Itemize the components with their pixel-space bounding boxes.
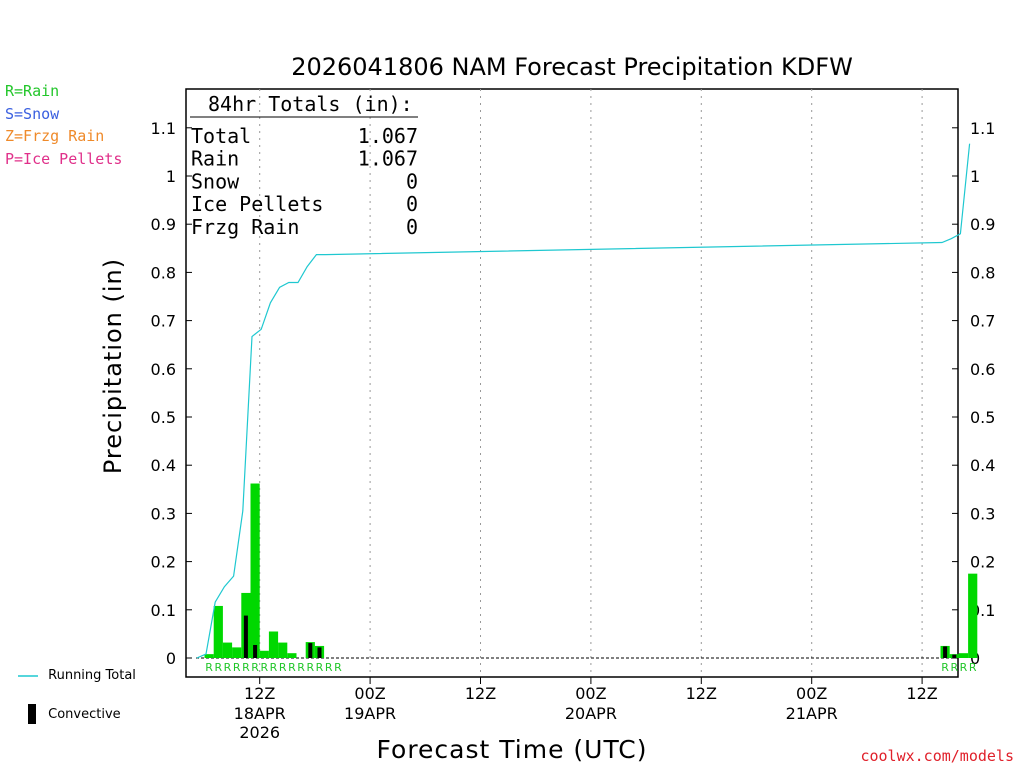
totals-value-3: 0 — [406, 192, 418, 216]
ptype-marker-h9: R — [279, 661, 287, 674]
rain-bar-h3 — [222, 642, 233, 658]
convective-bar-h12 — [308, 643, 313, 658]
y-tick-label-left-11: 1.1 — [151, 119, 176, 138]
totals-label-0: Total — [191, 124, 251, 148]
y-tick-label-left-1: 0.1 — [151, 601, 176, 620]
y-tick-label-right-11: 1.1 — [970, 119, 995, 138]
ptype-marker-h10: R — [288, 661, 296, 674]
rain-bar-h2 — [213, 605, 223, 658]
y-tick-label-right-10: 1 — [970, 167, 980, 186]
rain-bar-h9 — [278, 642, 288, 658]
convective-bar-h82 — [952, 654, 957, 658]
totals-heading: 84hr Totals (in): — [208, 92, 413, 116]
chart-title: 2026041806 NAM Forecast Precipitation KD… — [291, 53, 853, 81]
ptype-marker-h3: R — [224, 661, 232, 674]
ptype-legend-item-2: Z=Frzg Rain — [5, 127, 105, 145]
rain-bar-h6 — [250, 483, 260, 658]
ptype-marker-h82: R — [950, 661, 958, 674]
x-tick-label-6: 12Z — [906, 684, 937, 703]
x-tick-label-3: 00Z — [575, 684, 606, 703]
y-tick-label-left-10: 1 — [166, 167, 176, 186]
y-tick-label-right-6: 0.6 — [970, 360, 995, 379]
x-tick-label-5: 00Z — [796, 684, 827, 703]
y-tick-label-right-0: 0 — [970, 649, 980, 668]
ptype-marker-h5: R — [242, 661, 250, 674]
credit-link[interactable]: coolwx.com/models — [860, 747, 1014, 765]
y-tick-label-left-8: 0.8 — [151, 263, 176, 282]
totals-label-3: Ice Pellets — [191, 192, 323, 216]
y-tick-label-right-4: 0.4 — [970, 456, 995, 475]
x-tick-label-2: 12Z — [465, 684, 496, 703]
y-tick-label-right-9: 0.9 — [970, 215, 995, 234]
convective-bar-h81 — [943, 646, 948, 658]
y-tick-label-left-6: 0.6 — [151, 360, 176, 379]
y-tick-label-right-5: 0.5 — [970, 408, 995, 427]
x-tick-label-1: 00Z — [354, 684, 385, 703]
x-tick-label-4: 12Z — [686, 684, 717, 703]
y-tick-label-right-8: 0.8 — [970, 263, 995, 282]
ptype-marker-h15: R — [334, 661, 342, 674]
running-total-legend: Running Total — [18, 668, 136, 683]
x-tick-label-0: 12Z — [244, 684, 275, 703]
totals-value-4: 0 — [406, 215, 418, 239]
convective-bar-h5 — [243, 615, 248, 658]
convective-bar-h13 — [317, 647, 322, 658]
y-tick-label-left-0: 0 — [166, 649, 176, 668]
ptype-marker-h11: R — [297, 661, 305, 674]
ptype-marker-h84: R — [969, 661, 977, 674]
rain-bar-h83 — [958, 653, 969, 658]
x-tick-date-5: 21APR — [786, 704, 838, 723]
running-total-line — [196, 143, 971, 659]
ptype-marker-h4: R — [233, 661, 241, 674]
totals-value-0: 1.067 — [358, 124, 418, 148]
ptype-marker-h8: R — [270, 661, 278, 674]
y-tick-label-left-5: 0.5 — [151, 408, 176, 427]
x-tick-date-0: 18APR — [234, 704, 286, 723]
ptype-marker-h83: R — [960, 661, 968, 674]
convective-bar-h6 — [253, 644, 258, 658]
rain-bar-h84 — [968, 573, 978, 658]
convective-legend-swatch — [28, 704, 36, 724]
y-tick-label-right-7: 0.7 — [970, 312, 995, 331]
ptype-legend-item-3: P=Ice Pellets — [5, 149, 123, 168]
y-tick-label-left-7: 0.7 — [151, 312, 176, 331]
rain-bar-h4 — [232, 647, 242, 658]
rain-bar-h1 — [204, 654, 214, 658]
x-tick-date-1: 19APR — [344, 704, 396, 723]
totals-value-1: 1.067 — [358, 147, 418, 171]
convective-legend-label: Convective — [48, 706, 121, 722]
rain-bar-h8 — [268, 631, 279, 658]
ptype-marker-h14: R — [325, 661, 333, 674]
totals-label-2: Snow — [191, 169, 240, 193]
running-total-legend-label: Running Total — [48, 668, 136, 683]
totals-label-1: Rain — [191, 147, 239, 171]
y-tick-label-left-2: 0.2 — [151, 553, 176, 572]
plot-frame — [185, 88, 959, 678]
y-tick-label-left-3: 0.3 — [151, 504, 176, 523]
ptype-marker-h13: R — [316, 661, 324, 674]
totals-label-4: Frzg Rain — [191, 215, 299, 239]
x-axis-label: Forecast Time (UTC) — [377, 735, 648, 764]
x-tick-year-0: 2026 — [239, 723, 280, 742]
ptype-marker-h7: R — [260, 661, 268, 674]
y-tick-label-right-3: 0.3 — [970, 504, 995, 523]
y-tick-label-left-4: 0.4 — [151, 456, 176, 475]
rain-bar-h7 — [259, 650, 269, 658]
ptype-marker-h81: R — [941, 661, 949, 674]
y-tick-label-left-9: 0.9 — [151, 215, 176, 234]
ptype-legend-item-1: S=Snow — [5, 104, 60, 123]
convective-legend: Convective — [18, 703, 121, 725]
running-total-legend-swatch — [18, 674, 38, 677]
y-axis-label: Precipitation (in) — [99, 258, 127, 474]
x-tick-date-3: 20APR — [565, 704, 617, 723]
ptype-marker-h6: R — [251, 661, 259, 674]
ptype-marker-h12: R — [306, 661, 314, 674]
ptype-marker-h2: R — [214, 661, 222, 674]
rain-bar-h10 — [287, 653, 297, 658]
totals-value-2: 0 — [406, 169, 418, 193]
ptype-marker-h1: R — [205, 661, 213, 674]
y-tick-label-right-2: 0.2 — [970, 553, 995, 572]
ptype-legend-item-0: R=Rain — [5, 82, 60, 100]
